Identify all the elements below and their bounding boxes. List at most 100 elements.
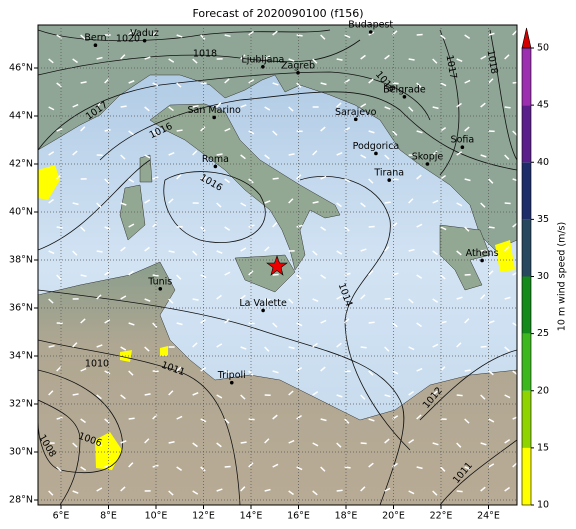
wind-barb (272, 370, 279, 374)
wind-barb (288, 346, 295, 350)
wind-barb (504, 106, 511, 109)
wind-barb (224, 318, 230, 324)
wind-barb (392, 82, 399, 85)
wind-barb (96, 344, 103, 348)
city-dot (402, 95, 407, 99)
wind-barb (432, 150, 438, 156)
wind-barb (272, 273, 279, 276)
city-label: Tirana (373, 168, 404, 179)
wind-barb (176, 129, 183, 132)
wind-barb (416, 33, 423, 36)
colorbar-segment (522, 219, 531, 277)
wind-barb (440, 82, 447, 87)
land-africa (38, 261, 517, 505)
wind-barb (360, 486, 366, 492)
y-tick-label: 32°N (9, 399, 33, 410)
wind-barb (344, 272, 351, 276)
wind-barb (72, 250, 78, 256)
wind-barb (168, 151, 175, 156)
city-label: Zagreb (281, 60, 315, 71)
wind-barb (456, 394, 463, 397)
wind-barb (272, 30, 278, 36)
map-area (38, 25, 517, 505)
wind-barb (80, 274, 87, 278)
wind-barb (128, 270, 134, 276)
wind-barb (456, 102, 462, 108)
wind-barb (512, 178, 517, 182)
wind-barb (128, 130, 134, 136)
wind-barb (104, 129, 111, 132)
wind-barb (96, 294, 102, 300)
wind-barb (176, 322, 183, 326)
wind-barb (344, 226, 350, 232)
wind-barb (200, 466, 206, 472)
wind-barb (336, 152, 343, 156)
x-tick-label: 10°E (145, 511, 168, 522)
y-tick-label: 42°N (9, 159, 33, 170)
wind-barb (96, 394, 102, 400)
colorbar-tick-label: 30 (537, 271, 549, 282)
land-sardinia (119, 184, 146, 241)
wind-barb (296, 174, 302, 180)
wind-barb (512, 130, 517, 136)
wind-barb (104, 270, 110, 276)
wind-barb (440, 274, 446, 280)
wind-barb (224, 418, 230, 424)
wind-barb (248, 30, 254, 36)
wind-barb (248, 418, 255, 421)
wind-barb (440, 366, 446, 372)
x-tick-label: 16°E (287, 511, 310, 522)
wind-barb (56, 466, 62, 472)
wind-barb (296, 224, 303, 228)
wind-barb (464, 126, 470, 132)
wind-barb (384, 201, 391, 204)
city-dot (93, 43, 98, 47)
wind-barb (416, 322, 422, 328)
wind-barb (296, 414, 303, 420)
x-tick-label: 6°E (53, 511, 70, 522)
isobars (38, 29, 517, 505)
wind-barb (512, 462, 517, 468)
city-label: Vaduz (130, 28, 159, 39)
colorbar-extend (521, 27, 532, 49)
wind-barb (264, 438, 270, 444)
wind-barb (152, 82, 159, 87)
wind-barb (152, 274, 159, 277)
wind-barb (480, 294, 486, 300)
city-dot (261, 65, 265, 69)
wind-barb (104, 319, 111, 324)
colorbar-segment (522, 105, 531, 163)
wind-barb (96, 202, 102, 208)
wind-barb (224, 78, 230, 84)
wind-barb (168, 298, 174, 304)
wind-barb (456, 58, 463, 63)
x-tick-label: 14°E (240, 511, 263, 522)
wind-barb (408, 346, 415, 351)
wind-barb (344, 466, 351, 469)
wind-barb (72, 342, 78, 348)
wind-barb (368, 462, 374, 468)
wind-barb (384, 106, 391, 110)
wind-barb (48, 250, 55, 255)
wind-barb (224, 465, 231, 468)
wind-barb (72, 103, 79, 108)
colorbar-tick-label: 20 (537, 385, 549, 396)
wind-barb (408, 390, 415, 396)
wind-barb (248, 462, 254, 468)
colorbar-segment (522, 276, 531, 334)
wind-barb (368, 321, 375, 324)
wind-barb (96, 56, 103, 60)
wind-barb (264, 55, 271, 60)
wind-barb (416, 414, 422, 420)
wind-barb (216, 250, 223, 254)
wind-barb (96, 250, 103, 253)
wind-barb (80, 226, 86, 232)
land-italy (149, 103, 341, 271)
wind-barb (56, 416, 63, 420)
wind-barb (464, 418, 470, 424)
wind-barb (440, 466, 446, 472)
wind-barb (360, 154, 367, 159)
wind-barb (176, 82, 182, 88)
wind-barb (312, 298, 319, 303)
wind-barb (464, 79, 471, 84)
